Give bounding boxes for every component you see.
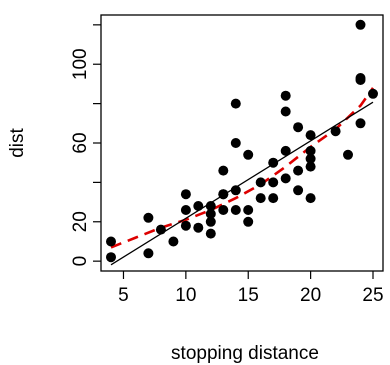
x-axis: 5 10 15 20 25 xyxy=(118,271,384,306)
data-point xyxy=(305,153,316,164)
y-tick-label: 100 xyxy=(70,48,91,80)
data-point xyxy=(218,189,229,200)
data-point xyxy=(268,193,279,204)
smooth-curve xyxy=(110,87,375,249)
data-point xyxy=(218,205,229,215)
data-point xyxy=(255,177,266,188)
data-point xyxy=(168,236,179,247)
y-axis: 0 20 60 100 xyxy=(70,24,101,267)
smooth-curve-layer xyxy=(110,87,375,249)
data-point xyxy=(343,149,353,160)
data-point xyxy=(106,236,116,247)
data-point xyxy=(230,138,241,148)
data-point xyxy=(280,145,291,156)
y-tick-label: 0 xyxy=(70,256,91,267)
data-point xyxy=(355,118,366,129)
regression-line xyxy=(110,101,374,266)
data-point xyxy=(280,173,291,184)
data-point xyxy=(293,165,304,176)
data-point xyxy=(305,130,316,141)
data-point xyxy=(305,161,316,172)
y-tick-label: 20 xyxy=(70,211,91,232)
data-point xyxy=(243,149,254,160)
data-point xyxy=(205,201,216,211)
data-point xyxy=(155,224,166,235)
data-point xyxy=(205,216,216,227)
points-layer xyxy=(106,19,378,263)
x-tick-label: 25 xyxy=(362,285,383,306)
data-point xyxy=(305,145,316,156)
y-tick-label: 60 xyxy=(70,132,91,153)
data-point xyxy=(355,73,366,83)
data-point xyxy=(180,189,191,200)
fit-line-layer xyxy=(110,101,374,266)
data-point xyxy=(193,201,204,211)
data-point xyxy=(230,185,241,196)
data-point xyxy=(280,90,291,101)
data-point xyxy=(355,19,366,30)
data-point xyxy=(205,208,216,219)
data-point xyxy=(243,205,254,215)
data-point xyxy=(230,205,241,215)
data-point xyxy=(193,222,204,233)
plot-area xyxy=(100,14,384,272)
x-tick-label: 10 xyxy=(175,285,196,306)
data-point xyxy=(255,193,266,204)
data-point xyxy=(180,205,191,215)
data-point xyxy=(143,212,154,223)
plot-frame xyxy=(100,14,384,272)
data-point xyxy=(268,157,279,168)
data-point xyxy=(293,122,304,133)
data-point xyxy=(268,177,279,188)
data-point xyxy=(243,216,254,227)
data-point xyxy=(280,106,291,117)
data-point xyxy=(330,126,341,137)
x-axis-title: stopping distance xyxy=(171,343,319,364)
data-point xyxy=(205,228,216,239)
x-tick-label: 20 xyxy=(300,285,321,306)
y-axis-title: dist xyxy=(7,128,28,158)
x-tick-label: 5 xyxy=(118,285,129,306)
x-tick-label: 15 xyxy=(238,285,259,306)
data-point xyxy=(218,165,229,176)
data-point xyxy=(368,88,378,99)
data-point xyxy=(230,98,241,109)
data-point xyxy=(180,220,191,231)
data-point xyxy=(143,248,154,259)
data-point xyxy=(106,252,116,263)
data-point xyxy=(293,185,304,196)
data-point xyxy=(305,193,316,204)
